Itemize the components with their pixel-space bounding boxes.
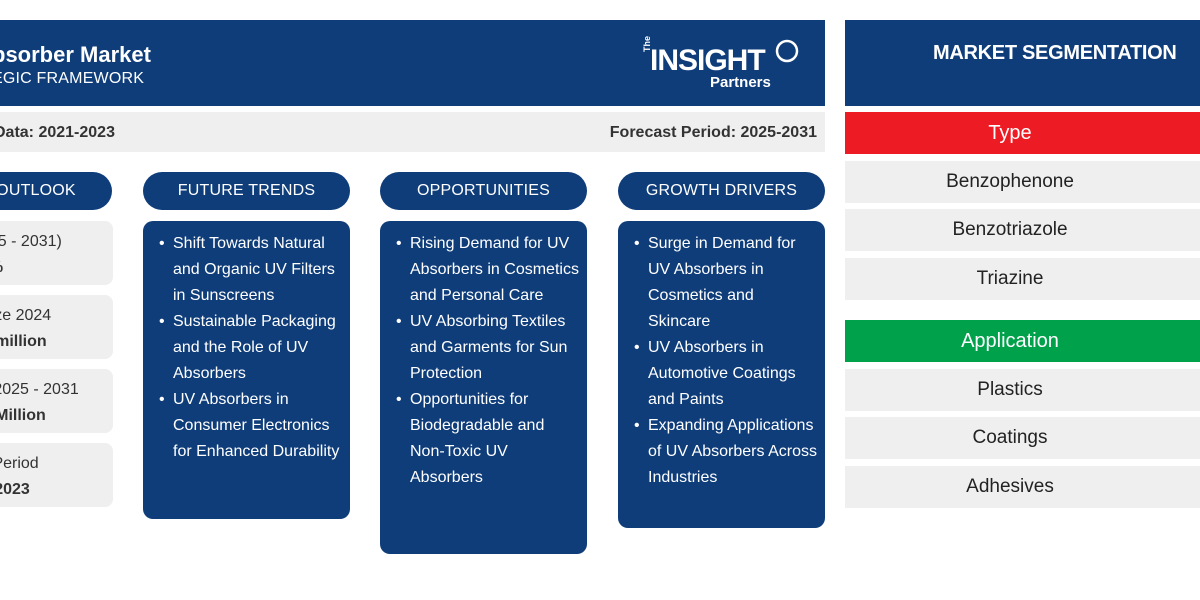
logo-partners-text: Partners <box>710 74 771 91</box>
outlook-pill: OUTLOOK <box>0 172 112 210</box>
segment-type-label: Type <box>988 121 1032 144</box>
segment-item-label: Coatings <box>972 427 1048 448</box>
segment-item-label: Plastics <box>977 379 1043 400</box>
segment-application-label: Application <box>961 329 1059 352</box>
stat-value: X Million <box>0 407 46 424</box>
report-subtitle: EGIC FRAMEWORK <box>0 70 145 87</box>
historical-period: Data: 2021-2023 <box>0 124 115 141</box>
segment-item: Adhesives <box>845 466 1200 508</box>
growth-drivers-card: Surge in Demand for UV Absorbers in Cosm… <box>618 221 825 528</box>
list-item: UV Absorbing Textiles and Garments for S… <box>394 309 579 387</box>
segment-item-label: Triazine <box>976 268 1044 289</box>
growth-drivers-label: GROWTH DRIVERS <box>645 182 798 199</box>
stat-label: 025 - 2031) <box>0 233 62 250</box>
stat-value: X million <box>0 333 47 350</box>
segment-item-label: Adhesives <box>966 476 1054 497</box>
segment-item: Plastics <box>845 369 1200 411</box>
opportunities-card: Rising Demand for UV Absorbers in Cosmet… <box>380 221 587 554</box>
segment-item: Coatings <box>845 417 1200 459</box>
list-item: Shift Towards Natural and Organic UV Fil… <box>157 231 342 309</box>
segment-item-label: Benzotriazole <box>952 219 1068 240</box>
segment-item-label: Benzophenone <box>946 171 1074 192</box>
outlook-label: OUTLOOK <box>0 182 76 199</box>
segment-application-header: Application <box>845 320 1200 362</box>
stat-label: y Period <box>0 455 39 472</box>
future-trends-pill: FUTURE TRENDS <box>143 172 350 210</box>
outlook-stat-card: 025 - 2031) 5% <box>0 221 113 285</box>
list-item: Expanding Applications of UV Absorbers A… <box>632 413 817 491</box>
opportunities-label: OPPORTUNITIES <box>417 182 550 199</box>
list-item: Sustainable Packaging and the Role of UV… <box>157 309 342 387</box>
forecast-period: Forecast Period: 2025-2031 <box>609 124 817 141</box>
list-item: UV Absorbers in Automotive Coatings and … <box>632 335 817 413</box>
report-title: bsorber Market <box>0 42 151 67</box>
segment-item: Benzophenone <box>845 161 1200 203</box>
list-item: Surge in Demand for UV Absorbers in Cosm… <box>632 231 817 335</box>
stat-label: Size 2024 <box>0 307 52 324</box>
insight-partners-logo: The INSIGHT Partners <box>640 36 820 94</box>
period-bar <box>0 112 825 152</box>
segment-type-header: Type <box>845 112 1200 154</box>
logo-insight-text: INSIGHT <box>650 44 766 77</box>
outlook-stat-card: e 2025 - 2031 X Million <box>0 369 113 433</box>
segment-item: Benzotriazole <box>845 209 1200 251</box>
future-trends-card: Shift Towards Natural and Organic UV Fil… <box>143 221 350 519</box>
stat-value: 5% <box>0 259 3 277</box>
list-item: Rising Demand for UV Absorbers in Cosmet… <box>394 231 579 309</box>
header-banner <box>0 20 825 106</box>
logo-ring-icon <box>775 39 799 63</box>
segmentation-header: MARKET SEGMENTATION <box>845 20 1200 106</box>
future-trends-label: FUTURE TRENDS <box>177 182 316 199</box>
stat-label: e 2025 - 2031 <box>0 381 79 398</box>
growth-drivers-pill: GROWTH DRIVERS <box>618 172 825 210</box>
list-item: UV Absorbers in Consumer Electronics for… <box>157 387 342 465</box>
outlook-stat-card: Size 2024 X million <box>0 295 113 359</box>
opportunities-pill: OPPORTUNITIES <box>380 172 587 210</box>
stat-value: 1-2023 <box>0 481 30 498</box>
segmentation-title: MARKET SEGMENTATION <box>933 42 1177 64</box>
segment-item: Triazine <box>845 258 1200 300</box>
list-item: Opportunities for Biodegradable and Non-… <box>394 387 579 491</box>
outlook-stat-card: y Period 1-2023 <box>0 443 113 507</box>
